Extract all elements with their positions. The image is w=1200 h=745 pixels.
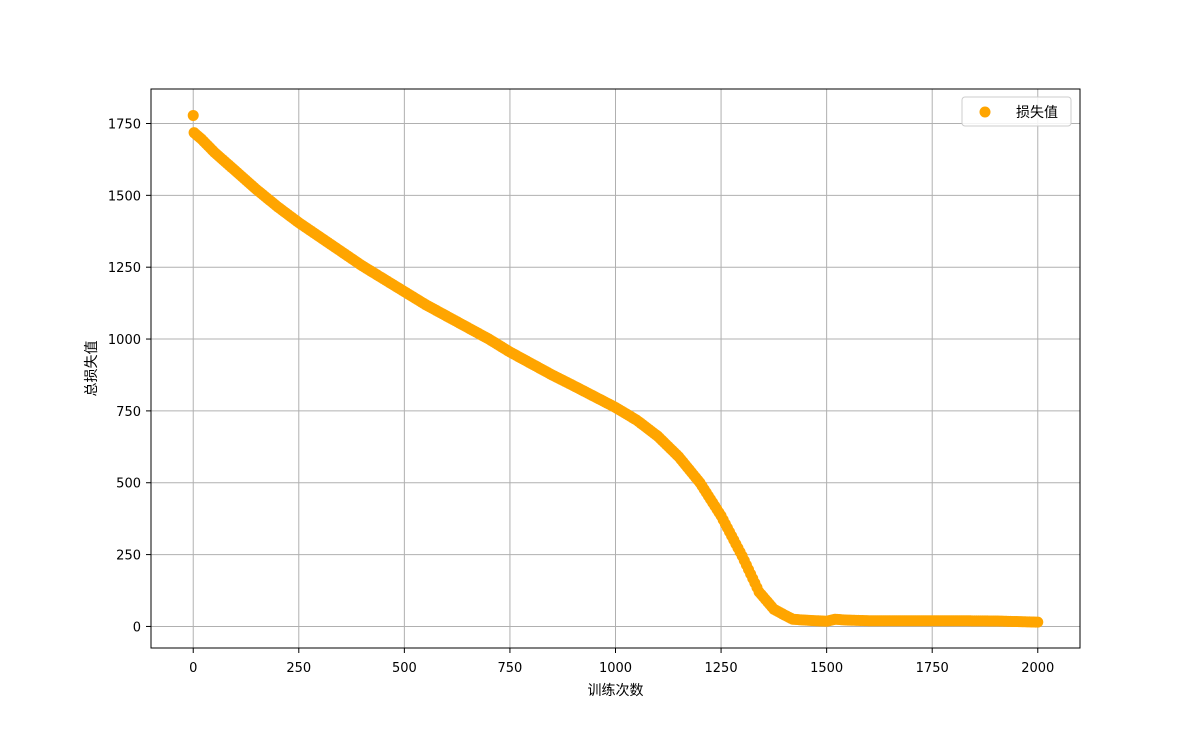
legend-marker — [979, 106, 991, 118]
grid — [151, 89, 1080, 648]
x-tick-label: 0 — [189, 661, 197, 676]
x-tick-label: 2000 — [1021, 661, 1054, 676]
y-tick-label: 250 — [116, 549, 141, 564]
x-tick-label: 1750 — [916, 661, 949, 676]
scatter-point — [187, 109, 199, 121]
y-axis-label: 总损失值 — [84, 341, 100, 397]
y-tick-label: 1500 — [108, 189, 141, 204]
y-tick-label: 500 — [116, 477, 141, 492]
y-tick-label: 1750 — [108, 117, 141, 132]
scatter-points — [187, 109, 1044, 628]
scatter-point — [1032, 616, 1044, 628]
x-tick-label: 1250 — [705, 661, 738, 676]
x-tick-label: 1000 — [599, 661, 632, 676]
y-tick-label: 1250 — [108, 261, 141, 276]
y-tick-label: 1000 — [108, 333, 141, 348]
legend-label: 损失值 — [1016, 105, 1058, 121]
axis-ticks: 0 250 500 750 1000 1250 1500 1750 2000 0 250 500 750… — [108, 117, 1054, 676]
y-tick-label: 750 — [116, 405, 141, 420]
legend: 损失值 — [961, 96, 1072, 127]
legend-box — [961, 96, 1072, 127]
y-tick-label: 0 — [133, 620, 141, 635]
x-axis-label: 训练次数 — [588, 683, 644, 699]
x-tick-label: 750 — [498, 661, 523, 676]
x-tick-label: 500 — [392, 661, 417, 676]
x-tick-label: 1500 — [810, 661, 843, 676]
x-tick-label: 250 — [286, 661, 311, 676]
